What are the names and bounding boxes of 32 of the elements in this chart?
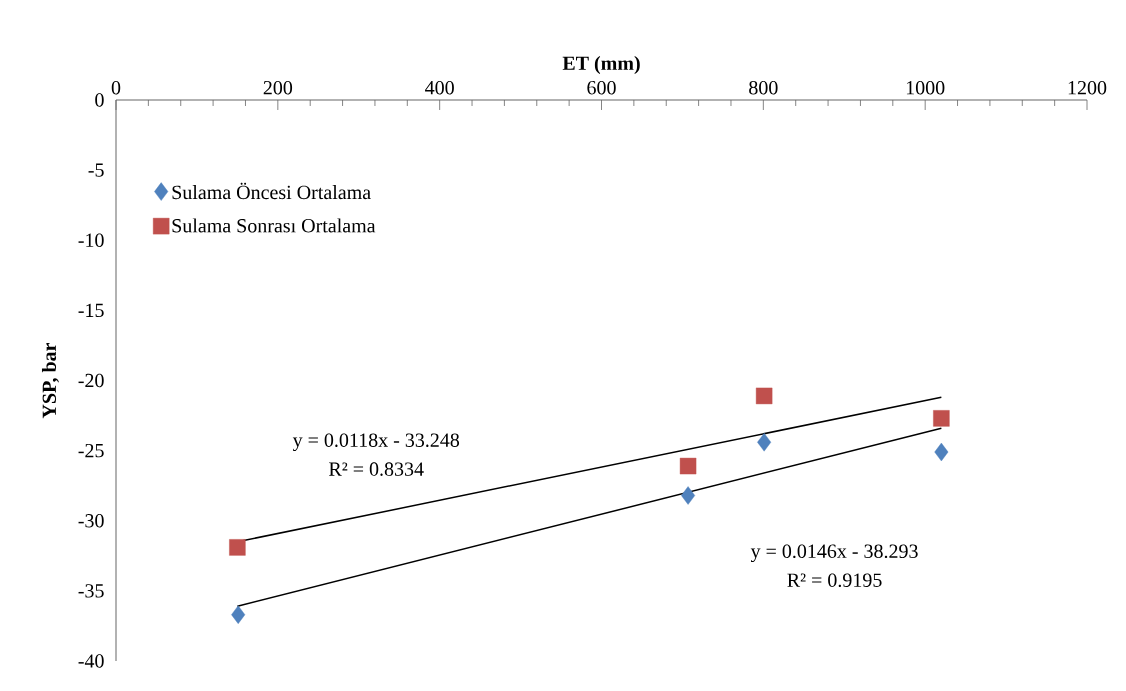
- legend-label: Sulama Sonrası Ortalama: [172, 218, 376, 233]
- point: [934, 442, 949, 462]
- y-tick-label: -30: [78, 514, 104, 528]
- point: [231, 605, 246, 624]
- y-axis-title: YSP, bar: [41, 342, 59, 419]
- x-tick-label: 0: [111, 80, 121, 95]
- point: [229, 539, 246, 556]
- point: [757, 433, 772, 452]
- point: [755, 387, 773, 405]
- x-tick-label: 600: [587, 80, 616, 95]
- y-tick-label: -25: [78, 443, 104, 458]
- x-tick-label: 400: [425, 80, 454, 95]
- y-tick-label: -15: [78, 303, 104, 318]
- annotation: R² = 0.8334: [329, 462, 424, 476]
- y-tick-label: -35: [78, 584, 104, 598]
- point: [679, 457, 697, 475]
- y-tick-label: -40: [78, 654, 104, 668]
- point: [681, 486, 696, 505]
- y-tick-label: 0: [95, 93, 104, 107]
- x-axis-title: ET (mm): [562, 55, 640, 75]
- x-tick-label: 800: [749, 80, 778, 95]
- x-tick-label: 200: [263, 80, 293, 95]
- point: [933, 410, 950, 427]
- x-tick-label: 1000: [906, 80, 945, 95]
- y-tick-label: -5: [88, 163, 104, 177]
- y-tick-label: -20: [78, 373, 104, 388]
- y-tick-label: -10: [78, 233, 104, 247]
- annotation: y = 0.0118x - 33.248: [292, 433, 460, 452]
- annotation: R² = 0.9195: [787, 573, 882, 588]
- annotation: y = 0.0146x - 38.293: [750, 544, 918, 563]
- legend-label: Sulama Öncesi Ortalama: [172, 182, 371, 200]
- x-tick-label: 1200: [1068, 80, 1107, 95]
